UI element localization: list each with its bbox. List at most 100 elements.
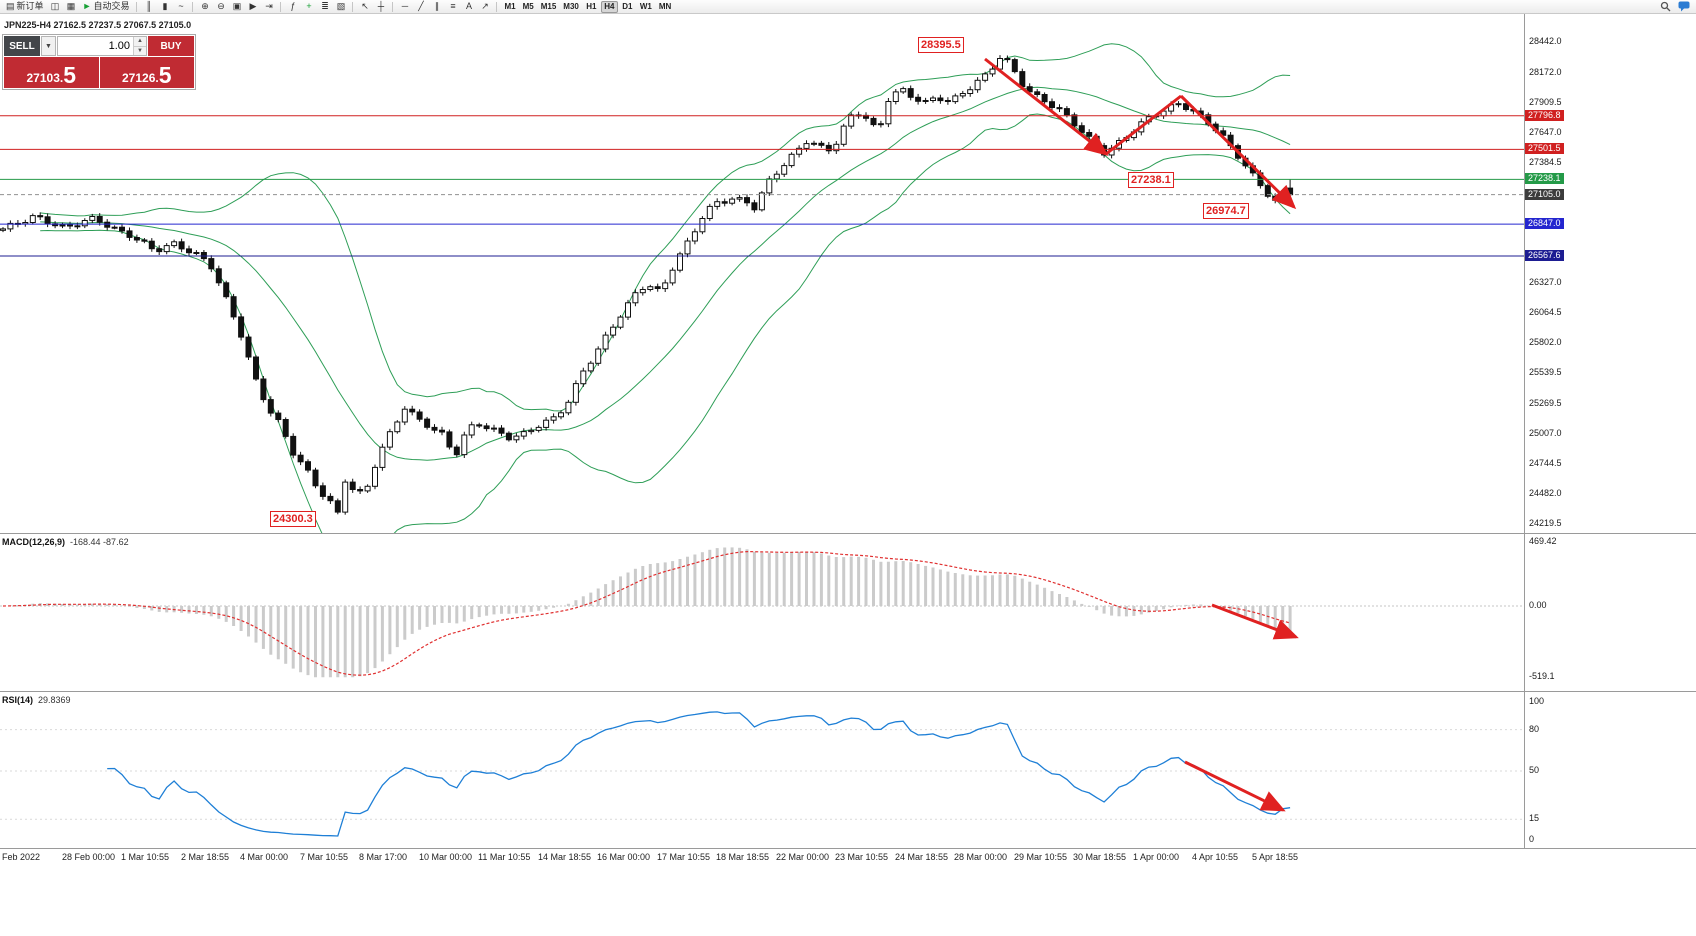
- time-scale[interactable]: Feb 2022 28 Feb 00:00 1 Mar 10:55 2 Mar 18:…: [0, 849, 1696, 865]
- chart-shift-icon: ⇥: [265, 1, 273, 11]
- timeframe-w1-button[interactable]: W1: [637, 1, 655, 13]
- rsi-scale-label: 50: [1529, 765, 1540, 775]
- price-scale-separator: [1524, 14, 1525, 849]
- sell-price-panel[interactable]: 27103. 5: [4, 57, 99, 88]
- rsi-scale[interactable]: 100 80 50 15 0: [1525, 692, 1696, 848]
- price-annotation[interactable]: 26974.7: [1203, 203, 1249, 219]
- arrow-tool[interactable]: ↗: [477, 1, 492, 13]
- timeframe-m5-button[interactable]: M5: [520, 1, 537, 13]
- price-scale-label: 24744.5: [1529, 458, 1562, 468]
- toolbar-separator: [136, 1, 138, 12]
- chart-windows-button[interactable]: ◫: [48, 1, 63, 13]
- fibonacci-tool[interactable]: ≡: [445, 1, 460, 13]
- volume-input[interactable]: [58, 37, 133, 55]
- add-indicator-button[interactable]: +: [301, 1, 316, 13]
- toolbar-separator: [192, 1, 194, 12]
- price-scale-label: 25802.0: [1529, 337, 1562, 347]
- templates-button[interactable]: ▧: [333, 1, 348, 13]
- macd-canvas[interactable]: [0, 534, 1524, 691]
- timeframe-mn-button[interactable]: MN: [656, 1, 674, 13]
- autotrade-button[interactable]: ► 自动交易: [80, 1, 133, 13]
- volume-down-button[interactable]: ▼: [134, 46, 146, 55]
- macd-scale-label: -519.1: [1529, 671, 1555, 681]
- cursor-tool[interactable]: ↖: [357, 1, 372, 13]
- macd-pane: MACD(12,26,9) -168.44 -87.62 469.42 0.00 -5…: [0, 534, 1696, 691]
- line-chart-button[interactable]: ~: [173, 1, 188, 13]
- timeframe-m1-button[interactable]: M1: [501, 1, 518, 13]
- search-button[interactable]: [1657, 1, 1674, 13]
- rsi-scale-label: 15: [1529, 813, 1540, 823]
- time-label: 11 Mar 10:55: [478, 852, 531, 862]
- new-order-button[interactable]: ▤ 新订单: [3, 1, 47, 13]
- chart-shift-button[interactable]: ⇥: [261, 1, 276, 13]
- price-scale[interactable]: 28442.0 28172.0 27909.5 27796.8 27647.0 27501…: [1525, 14, 1696, 533]
- chat-button[interactable]: [1675, 1, 1693, 13]
- bollinger-lower: [40, 113, 1291, 533]
- channel-tool[interactable]: ∥: [429, 1, 444, 13]
- time-label: 14 Mar 18:55: [538, 852, 592, 862]
- trendline-tool[interactable]: ╱: [413, 1, 428, 13]
- timeframe-h4-button[interactable]: H4: [600, 0, 618, 13]
- time-label: 8 Mar 17:00: [359, 852, 408, 862]
- bollinger-upper: [40, 43, 1291, 412]
- chat-icon: [1678, 1, 1690, 12]
- bars-chart-button[interactable]: ║: [141, 1, 156, 13]
- order-options-dropdown[interactable]: ▼: [41, 36, 56, 56]
- main-chart-pane: JPN225-H4 27162.5 27237.5 27067.5 27105.…: [0, 14, 1696, 533]
- macd-scale[interactable]: 469.42 0.00 -519.1: [1525, 534, 1696, 691]
- market-watch-button[interactable]: ▦: [64, 1, 79, 13]
- timeframe-m15-button[interactable]: M15: [538, 1, 560, 13]
- trend-arrow[interactable]: [984, 57, 1109, 156]
- time-label: 23 Mar 10:55: [835, 852, 889, 862]
- trend-arrow[interactable]: [1105, 94, 1182, 156]
- macd-signal-line: [2, 550, 1291, 676]
- zoom-out-button[interactable]: ⊖: [213, 1, 228, 13]
- crosshair-icon: ┼: [377, 1, 385, 11]
- time-label: 30 Mar 18:55: [1073, 852, 1127, 862]
- tile-windows-button[interactable]: ▣: [229, 1, 244, 13]
- zoom-in-button[interactable]: ⊕: [197, 1, 212, 13]
- text-tool[interactable]: A: [461, 1, 476, 13]
- price-annotation[interactable]: 27238.1: [1128, 172, 1174, 188]
- buy-button[interactable]: BUY: [148, 36, 194, 56]
- time-label: 1 Mar 10:55: [121, 852, 170, 862]
- horizontal-line-icon: ─: [401, 1, 409, 11]
- time-label: 28 Mar 00:00: [954, 852, 1008, 862]
- sell-price-int: 27103.: [26, 71, 64, 85]
- zoom-out-icon: ⊖: [217, 1, 225, 11]
- periods-button[interactable]: ≣: [317, 1, 332, 13]
- time-label: 5 Apr 18:55: [1252, 852, 1299, 862]
- main-chart-canvas[interactable]: [0, 14, 1524, 533]
- time-label: 29 Mar 10:55: [1014, 852, 1068, 862]
- candles-chart-button[interactable]: ▮: [157, 1, 172, 13]
- crosshair-tool[interactable]: ┼: [373, 1, 388, 13]
- price-annotation[interactable]: 28395.5: [918, 37, 964, 53]
- indicators-button[interactable]: ƒ: [285, 1, 300, 13]
- candles-layer: [0, 55, 1294, 515]
- buy-price-panel[interactable]: 27126. 5: [99, 57, 194, 88]
- timeframe-w1-icon: W1: [639, 1, 652, 11]
- time-label: 10 Mar 00:00: [419, 852, 473, 862]
- price-scale-label: 27909.5: [1529, 97, 1562, 107]
- trend-arrow[interactable]: [1184, 760, 1286, 812]
- volume-up-button[interactable]: ▲: [134, 37, 146, 47]
- timeframe-d1-button[interactable]: D1: [619, 1, 636, 13]
- one-click-trading-panel: SELL ▼ ▲ ▼ BUY 27103.5 27126.5: [2, 34, 196, 90]
- price-scale-label: 27238.1: [1525, 173, 1564, 184]
- time-label: 4 Mar 00:00: [240, 852, 289, 862]
- sell-button[interactable]: SELL: [4, 36, 40, 56]
- trend-arrow[interactable]: [1211, 603, 1299, 640]
- toolbar-separator: [496, 1, 498, 12]
- timeframe-h1-button[interactable]: H1: [583, 1, 600, 13]
- time-label: 1 Apr 00:00: [1133, 852, 1180, 862]
- arrow-icon: ↗: [481, 1, 489, 11]
- horizontal-line-tool[interactable]: ─: [397, 1, 412, 13]
- tile-windows-icon: ▣: [232, 1, 242, 11]
- rsi-canvas[interactable]: [0, 692, 1524, 848]
- auto-scroll-button[interactable]: ▶: [245, 1, 260, 13]
- price-annotation[interactable]: 24300.3: [270, 511, 316, 527]
- line-chart-icon: ~: [178, 1, 184, 11]
- timeframe-m30-button[interactable]: M30: [560, 1, 582, 13]
- trend-arrow[interactable]: [1179, 94, 1297, 210]
- macd-scale-label: 469.42: [1529, 536, 1557, 546]
